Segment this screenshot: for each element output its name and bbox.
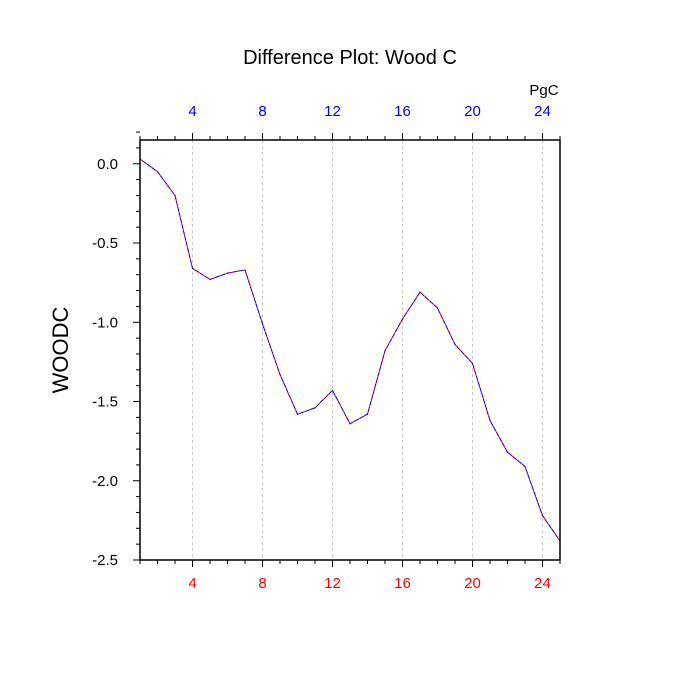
series-point [279,373,281,376]
x-tick-label-bottom: 8 [258,575,266,592]
series-point [506,451,509,453]
series-point [541,515,544,517]
y-tick-label: -2.5 [92,552,118,569]
x-tick-label-top: 16 [394,103,411,120]
series-point [489,419,491,422]
series-point [366,413,369,415]
chart-title: Difference Plot: Wood C [243,47,457,69]
series-point [471,362,474,365]
series-point [244,269,246,271]
x-tick-label-top: 24 [534,103,551,120]
axis-tick-labels: 4 4 8 8 12 12 16 16 20 20 24 24 0.0 -0.5 -1.0 -1.5 -2.0 -… [92,103,551,592]
x-tick-label-bottom: 16 [394,575,411,592]
units-label: PgC [529,82,558,99]
grid [192,140,543,560]
y-tick-label: -2.0 [92,473,118,490]
series-point [454,343,456,346]
series-line [139,158,561,542]
series-point [174,194,176,197]
y-tick-label: -1.0 [92,314,118,331]
axis-ticks [133,131,561,567]
plot-frame [139,139,561,561]
series-point [384,350,386,352]
y-tick-label: -0.5 [92,235,118,252]
series-point [436,307,439,309]
series-point [419,291,421,293]
series-point [401,318,404,320]
series-point [261,323,264,325]
series-point [209,278,211,281]
x-tick-label-top: 4 [188,103,196,120]
y-axis-label: WOODC [48,307,73,394]
series-layer [139,158,561,542]
y-tick-label: 0.0 [97,156,118,173]
series-point [524,465,526,468]
series-point [296,413,299,415]
series-line [139,158,561,542]
x-tick-label-top: 8 [258,103,266,120]
x-tick-label-top: 20 [464,103,481,120]
series-point [226,272,229,274]
series-point [349,423,351,425]
x-tick-label-bottom: 4 [188,575,196,592]
series-point [156,171,159,173]
x-tick-label-top: 12 [324,103,341,120]
series-point [331,389,334,392]
x-tick-label-bottom: 12 [324,575,341,592]
y-tick-label: -1.5 [92,394,118,411]
x-tick-label-bottom: 24 [534,575,551,592]
x-tick-label-bottom: 20 [464,575,481,592]
series-point [191,267,194,269]
series-point [314,407,316,409]
